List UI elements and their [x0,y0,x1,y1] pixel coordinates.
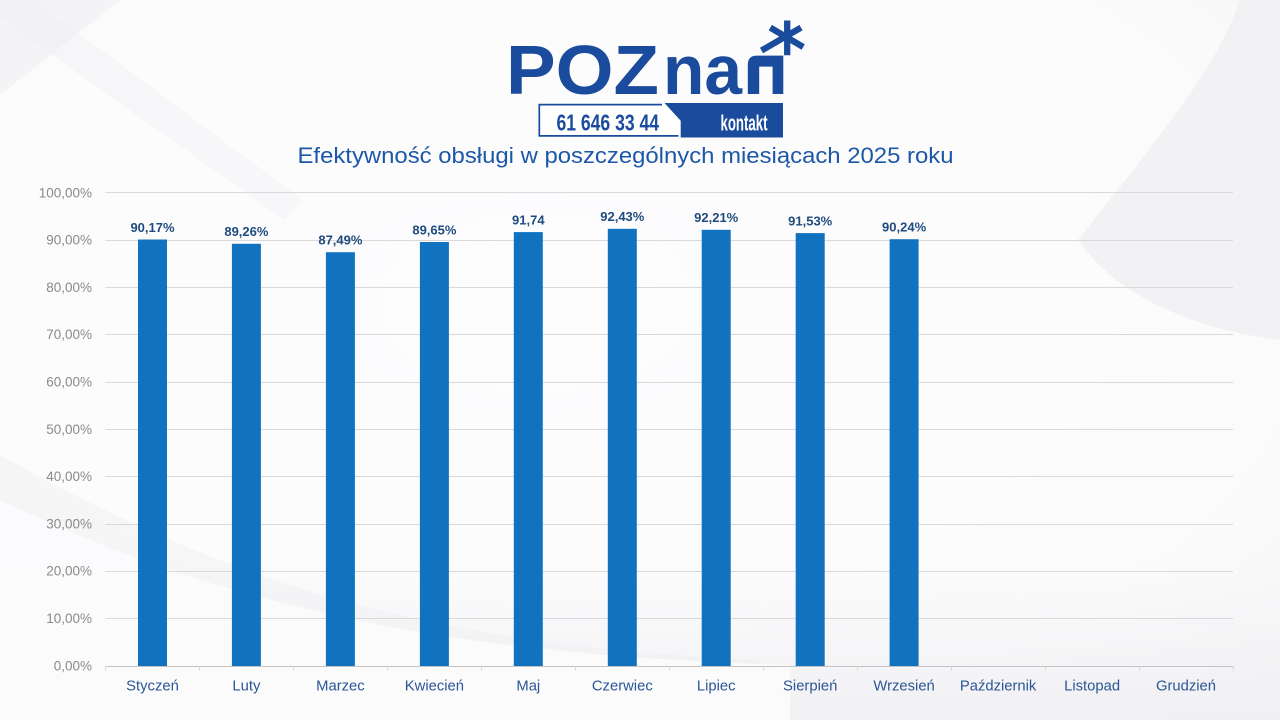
svg-text:Czerwiec: Czerwiec [592,679,653,695]
svg-text:91,53%: 91,53% [788,213,833,228]
svg-text:70,00%: 70,00% [46,327,92,342]
svg-text:na: na [663,31,743,109]
svg-text:100,00%: 100,00% [39,185,92,200]
svg-text:92,21%: 92,21% [694,210,739,225]
svg-text:80,00%: 80,00% [46,280,92,295]
svg-text:89,65%: 89,65% [412,222,457,237]
svg-text:61 646 33 44: 61 646 33 44 [557,110,660,136]
svg-text:Grudzień: Grudzień [1156,679,1216,695]
svg-text:50,00%: 50,00% [46,422,92,437]
svg-text:Lipiec: Lipiec [697,679,736,695]
svg-text:40,00%: 40,00% [46,469,92,484]
svg-text:87,49%: 87,49% [318,233,363,248]
svg-text:Listopad: Listopad [1064,679,1120,695]
svg-text:89,26%: 89,26% [224,224,269,239]
svg-text:90,17%: 90,17% [130,220,175,235]
svg-text:Sierpień: Sierpień [783,679,837,695]
svg-text:60,00%: 60,00% [46,375,92,390]
svg-text:91,74: 91,74 [512,212,545,227]
svg-text:Wrzesień: Wrzesień [873,679,934,695]
svg-text:Maj: Maj [516,679,540,695]
svg-text:POZ: POZ [506,31,659,109]
svg-text:Styczeń: Styczeń [126,679,179,695]
svg-text:Luty: Luty [232,679,261,695]
svg-text:90,00%: 90,00% [46,233,92,248]
svg-text:10,00%: 10,00% [46,611,92,626]
svg-text:Październik: Październik [960,679,1037,695]
svg-text:90,24%: 90,24% [882,220,927,235]
svg-text:30,00%: 30,00% [46,516,92,531]
svg-text:kontakt: kontakt [721,110,768,135]
svg-text:20,00%: 20,00% [46,564,92,579]
svg-text:Kwiecień: Kwiecień [405,679,464,695]
svg-text:Marzec: Marzec [316,679,365,695]
svg-text:92,43%: 92,43% [600,209,645,224]
svg-text:Efektywność obsługi w poszczeg: Efektywność obsługi w poszczególnych mie… [298,143,954,168]
svg-text:0,00%: 0,00% [54,658,92,673]
